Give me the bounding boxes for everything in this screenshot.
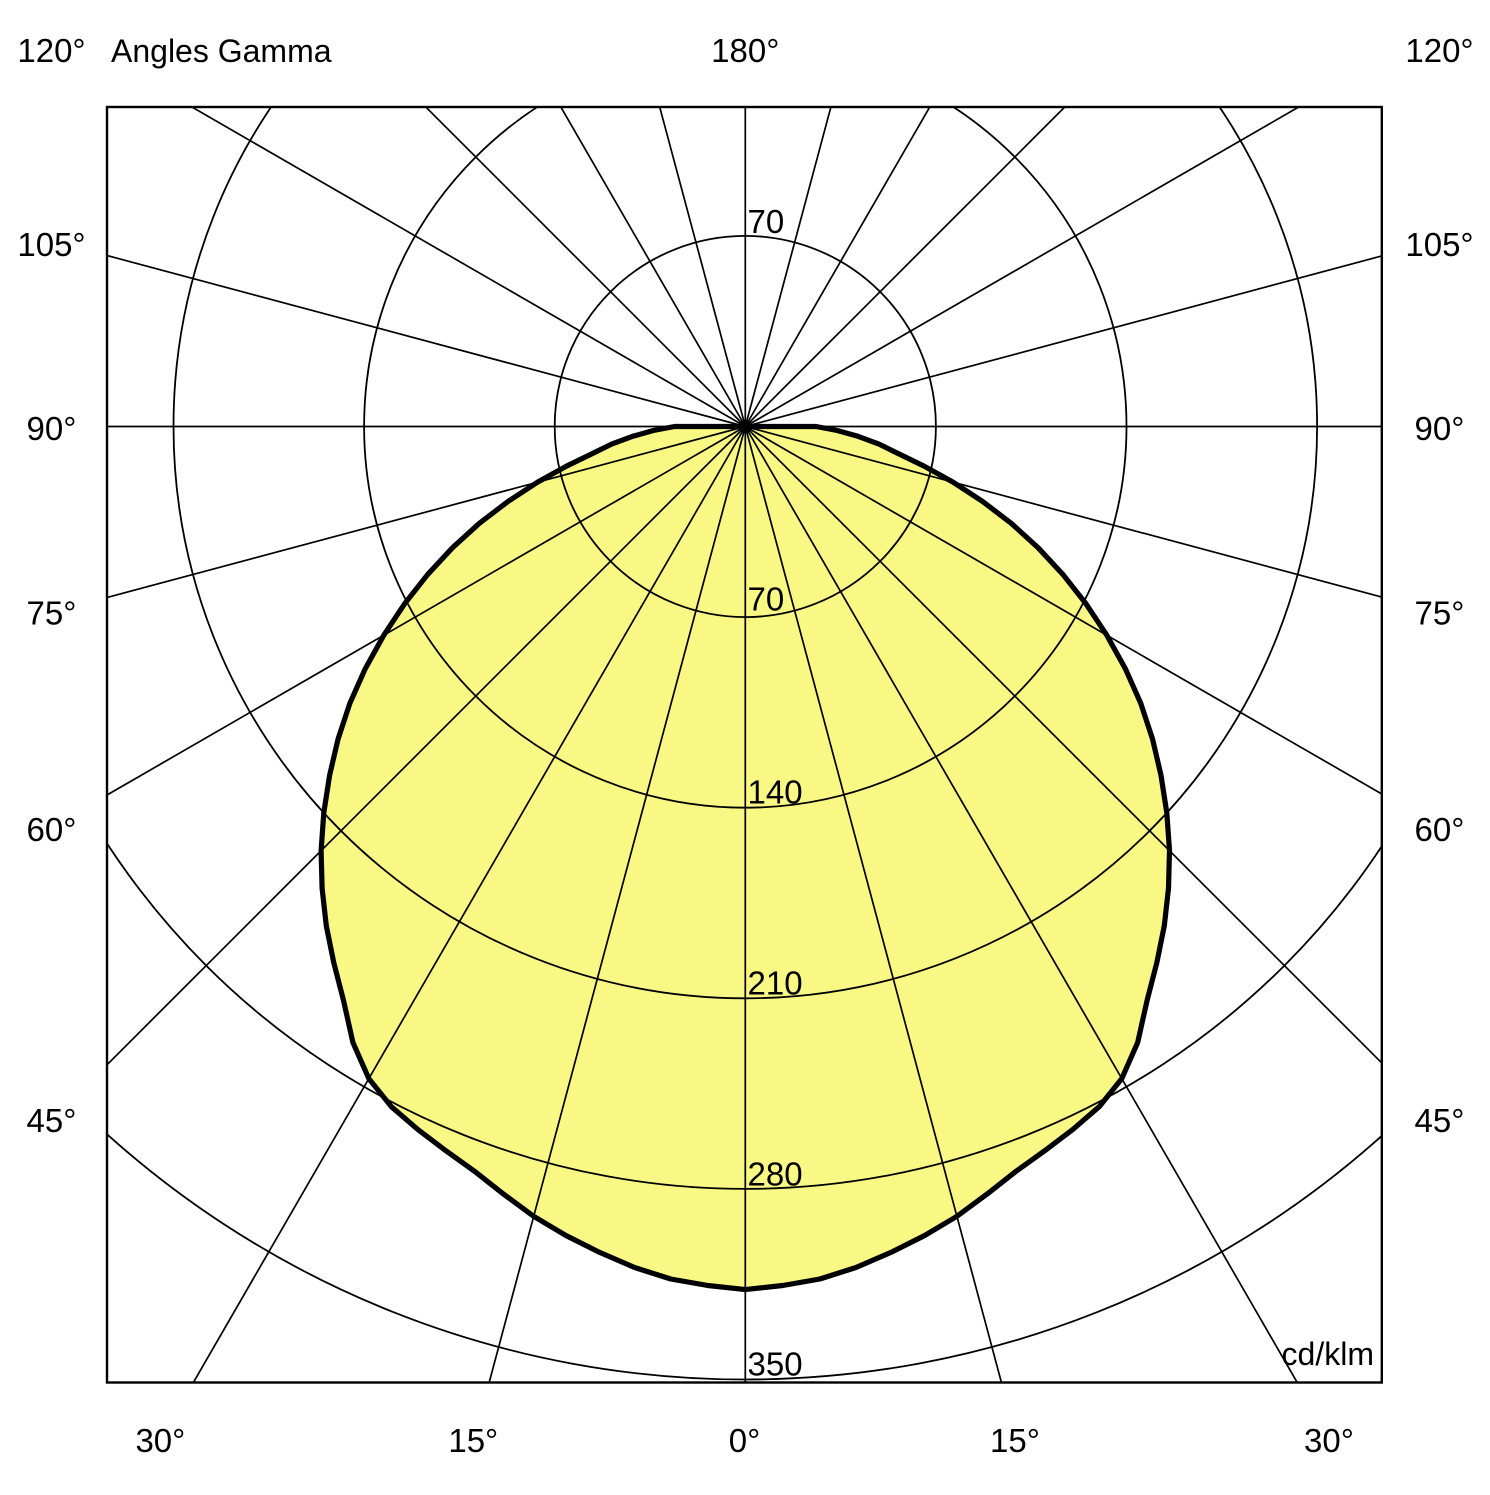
svg-text:210: 210 [748, 965, 803, 1002]
svg-text:15°: 15° [990, 1422, 1040, 1459]
svg-text:75°: 75° [1415, 594, 1465, 631]
svg-text:70: 70 [748, 581, 785, 618]
svg-text:90°: 90° [27, 410, 77, 447]
svg-text:180°: 180° [711, 32, 779, 69]
svg-text:105°: 105° [1405, 226, 1473, 263]
svg-text:30°: 30° [1304, 1422, 1354, 1459]
svg-text:140: 140 [748, 774, 803, 811]
svg-text:350: 350 [748, 1346, 803, 1383]
svg-text:90°: 90° [1415, 410, 1465, 447]
svg-text:cd/klm: cd/klm [1282, 1336, 1374, 1372]
svg-text:30°: 30° [135, 1422, 185, 1459]
svg-text:60°: 60° [1415, 811, 1465, 848]
svg-text:45°: 45° [1415, 1102, 1465, 1139]
svg-text:Angles Gamma: Angles Gamma [111, 33, 332, 69]
svg-text:60°: 60° [27, 811, 77, 848]
svg-text:45°: 45° [27, 1102, 77, 1139]
svg-text:15°: 15° [448, 1422, 498, 1459]
svg-text:120°: 120° [17, 32, 85, 69]
svg-text:70: 70 [748, 203, 785, 240]
svg-text:120°: 120° [1405, 32, 1473, 69]
svg-text:75°: 75° [27, 594, 77, 631]
svg-text:280: 280 [748, 1156, 803, 1193]
svg-text:105°: 105° [17, 226, 85, 263]
svg-text:0°: 0° [729, 1422, 761, 1459]
